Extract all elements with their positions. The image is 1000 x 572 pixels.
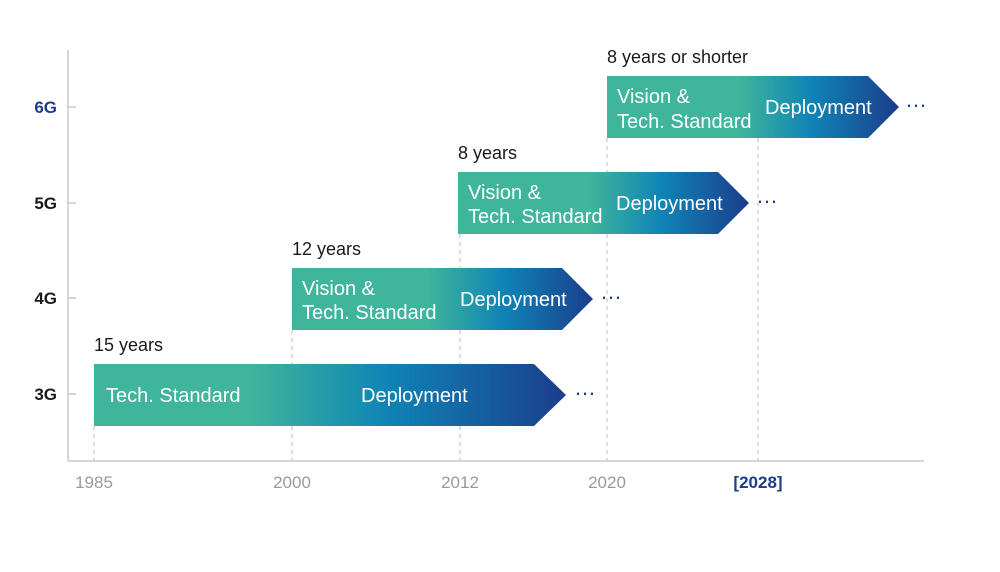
duration-label-5g: 8 years [458,143,517,163]
bar-4g-phase-vision: Vision & [302,278,376,300]
bar-4g [292,268,593,330]
duration-label-4g: 12 years [292,239,361,259]
duration-label-3g: 15 years [94,335,163,355]
x-tick-label-2028: [2028] [733,473,782,492]
gen-label-3g: 3G [34,385,57,404]
continuation-dots-3g: … [574,375,601,400]
continuation-dots-4g: … [600,279,627,304]
gen-label-5g: 5G [34,194,57,213]
continuation-dots-5g: … [756,183,783,208]
bar-4g-phase-deployment: Deployment [460,289,567,311]
bar-6g-phase-vision: Vision & [617,86,691,108]
x-tick-label-2012: 2012 [441,473,479,492]
gen-label-4g: 4G [34,289,57,308]
bar-5g-phase-tech-standard: Tech. Standard [468,206,603,228]
bar-6g-phase-deployment: Deployment [765,97,872,119]
bar-6g-phase-tech-standard: Tech. Standard [617,111,752,133]
x-tick-label-2020: 2020 [588,473,626,492]
duration-label-6g: 8 years or shorter [607,47,748,67]
x-tick-label-1985: 1985 [75,473,113,492]
bar-5g-phase-vision: Vision & [468,182,542,204]
bar-5g-phase-deployment: Deployment [616,193,723,215]
bar-5g [458,172,749,234]
bar-3g-phase-deployment: Deployment [361,385,468,407]
continuation-dots-6g: … [905,87,932,112]
bar-6g [607,76,899,138]
bar-3g [94,364,566,426]
x-tick-label-2000: 2000 [273,473,311,492]
bar-4g-phase-tech-standard: Tech. Standard [302,302,437,324]
bar-3g-phase-tech-standard: Tech. Standard [106,385,241,407]
gen-label-6g: 6G [34,98,57,117]
